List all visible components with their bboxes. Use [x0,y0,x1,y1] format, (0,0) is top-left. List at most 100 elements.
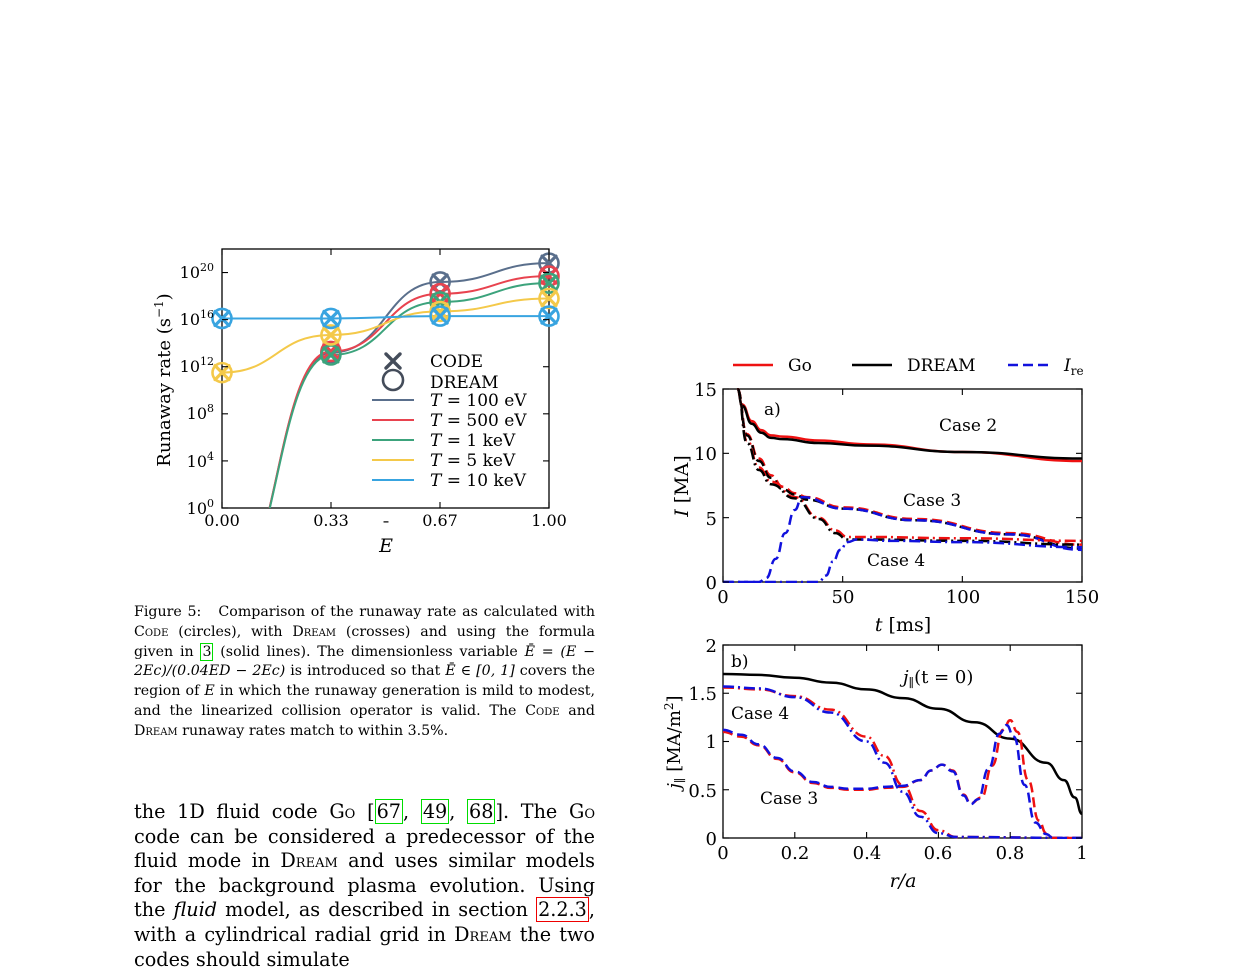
panel-a-ticks [722,388,1083,583]
panel-b-x-tick: 0.8 [996,843,1025,864]
legend-dream-label: DREAM [907,356,976,376]
legend-cross-marker [384,352,402,370]
case-4-annotation-b: Case 4 [731,704,789,724]
x-tick-label: 1.00 [531,511,567,530]
panel-b-x-tick: 0.6 [924,843,953,864]
panel-a-x-label: t [ms] [875,614,931,636]
code-cross-marker [322,346,340,364]
y-tick-label: 100 [187,497,214,518]
panel-b-y-tick: 2 [706,636,717,657]
code-cross-marker [540,289,558,308]
code-cross-marker [213,364,231,382]
caption-text: Comparison of the runaway rate as calcul… [218,604,595,620]
x-tick-label: 0.33 [313,511,349,530]
panel-a-frame [722,388,1083,583]
plot-frame [221,248,550,509]
rate-line-1 [268,275,549,508]
y-tick-label: 104 [187,450,214,471]
legend: CODE DREAM T = 100 eV T = 500 eV T = 1 k… [372,352,527,491]
dream-circle-marker [538,265,560,287]
x-tick-label: 0.67 [422,511,458,530]
body-text: . The [502,800,569,823]
series-line-0 [723,672,1083,816]
panel-b-y-tick: 0.5 [688,781,717,802]
dream-circle-marker [538,287,560,310]
x-tick-label: 0.00 [204,511,240,530]
caption-text: (solid lines). The dimensionless variabl… [213,643,525,660]
caption-text: (circles), with [168,623,293,640]
dream-name: Dream [454,922,512,946]
caption-text: and [559,702,595,719]
case-3-annotation: Case 3 [903,491,961,511]
code-cross-marker [322,309,340,328]
series-line-7 [723,538,1083,583]
case-3-annotation-b: Case 3 [760,789,818,809]
caption-formula: Ē = (E − 2Ec)/(0.04ED − 2Ec) [134,643,595,680]
panel-a-lines [723,388,1083,583]
panel-a-x-tick: 100 [946,587,980,608]
panel-b-label: b) [731,652,749,672]
legend-dream-label: DREAM [430,373,499,393]
citation-link[interactable]: 67 [374,799,403,824]
rate-markers [211,252,560,384]
separator: , [403,800,421,823]
caption-text: (crosses) and using the formula given in [134,623,595,660]
citation-link[interactable]: 3 [200,642,214,661]
separator: , [449,800,468,823]
panel-b-x-label: r/a [890,870,917,892]
panel-a-y-tick: 5 [706,509,717,530]
legend-code-label: CODE [430,352,483,372]
panel-b-y-tick: 1.5 [688,684,717,705]
rate-line-4 [222,315,549,320]
go-name: Go [569,800,595,823]
legend-label-500ev: T = 500 eV [430,411,527,431]
panel-b-ticks [722,644,1083,839]
y-tick-label: 1012 [180,355,214,376]
series-line-3 [723,719,1082,839]
citation-link[interactable]: 49 [420,799,450,824]
legend-label-100ev: T = 100 eV [430,391,527,411]
panel-b-x-tick: 0.2 [781,843,810,864]
case-2-annotation: Case 2 [939,416,997,436]
axis-ticks [221,249,550,509]
caption-text: covers the region of [134,663,596,700]
citation-link[interactable]: 68 [467,799,496,824]
dream-circle-marker [429,305,451,327]
body-text: and uses similar models for the backgrou… [134,849,595,922]
panel-b-y-tick: 1 [706,732,717,753]
series-line-4 [723,495,1083,583]
series-line-4 [723,723,1082,839]
panel-a-label: a) [764,400,781,420]
caption-label: Figure 5: [134,604,202,620]
panel-b-y-label: j∥ [MA/m2] [662,695,687,792]
initial-current-annotation: j∥(t = 0) [899,667,973,690]
body-text: the 1D fluid code [134,800,330,823]
body-paragraph: the 1D fluid code Go [67, 49, 68]. The G… [134,799,595,971]
series-line-0 [736,388,1083,463]
runaway-rate-chart: 0.00 0.33 0.67 1.00 100 104 108 1012 101… [152,248,567,557]
series-line-5 [736,388,1083,543]
panel-a-x-tick: 150 [1065,587,1099,608]
panel-a-y-label: I [MA] [671,455,693,518]
emphasis: fluid [173,898,218,922]
y-axis-label: Runaway rate (s−1) [152,293,175,466]
section-link[interactable]: 2.2.3 [536,897,589,923]
caption-text: is introduced so that [285,663,446,680]
dream-circle-marker [538,305,560,327]
current-evolution-figure: Go DREAM Ire a) Case 2 Case 3 Case 4 0 5… [662,356,1099,892]
legend-label-5kev: T = 5 keV [430,451,516,471]
caption-code: Code [134,623,169,640]
y-tick-label: 108 [187,402,214,423]
rate-line-2 [268,282,549,508]
code-cross-marker [540,274,558,292]
caption-formula: Ē ∈ [0, 1] [445,663,515,680]
code-cross-marker [431,307,449,325]
panel-a-x-tick: 0 [717,587,728,608]
go-name: Go [329,800,356,823]
panel-b-x-tick: 1 [1076,843,1087,864]
panel-b-x-tick: 0.4 [853,843,882,864]
panel-a-y-tick: 0 [706,573,717,594]
series-line-2 [723,685,1083,839]
body-text: model, as described in section [217,898,537,922]
figure-caption: Figure 5: Comparison of the runaway rate… [134,603,595,742]
